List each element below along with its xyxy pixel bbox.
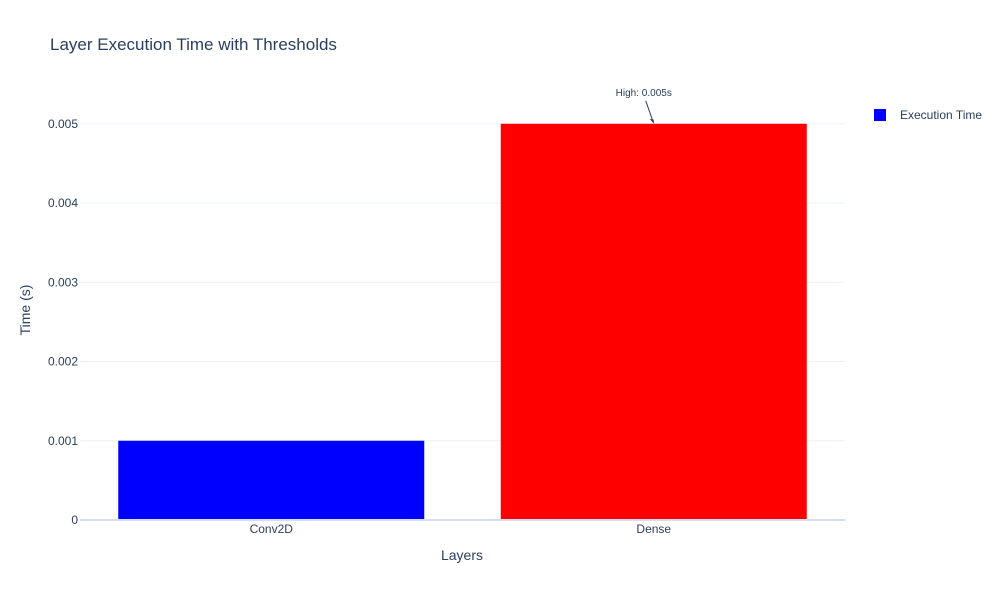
y-tick-label: 0.004 — [48, 196, 78, 210]
legend[interactable]: Execution Time — [874, 108, 982, 122]
x-tick-label: Conv2D — [250, 522, 294, 536]
x-tick-labels: Conv2D Dense — [250, 522, 672, 536]
legend-swatch[interactable] — [874, 109, 886, 121]
annotation-arrowhead — [649, 118, 654, 124]
annotation-arrow — [645, 100, 654, 121]
annotation-label: High: 0.005s — [616, 88, 672, 99]
bar-dense[interactable] — [500, 123, 807, 520]
x-tick-label: Dense — [636, 522, 671, 536]
x-axis-title: Layers — [441, 547, 483, 563]
legend-label[interactable]: Execution Time — [900, 108, 982, 122]
bars — [118, 123, 807, 520]
y-tick-label: 0.005 — [48, 117, 78, 131]
annotations: High: 0.005s — [616, 88, 672, 124]
y-tick-label: 0.002 — [48, 355, 78, 369]
y-axis-title: Time (s) — [17, 285, 33, 336]
y-tick-labels: 0 0.001 0.002 0.003 0.004 0.005 — [48, 117, 78, 527]
y-tick-label: 0.003 — [48, 275, 78, 289]
y-tick-label: 0 — [71, 513, 78, 527]
y-tick-label: 0.001 — [48, 434, 78, 448]
chart-title: Layer Execution Time with Thresholds — [50, 35, 337, 54]
bar-conv2d[interactable] — [118, 440, 425, 520]
